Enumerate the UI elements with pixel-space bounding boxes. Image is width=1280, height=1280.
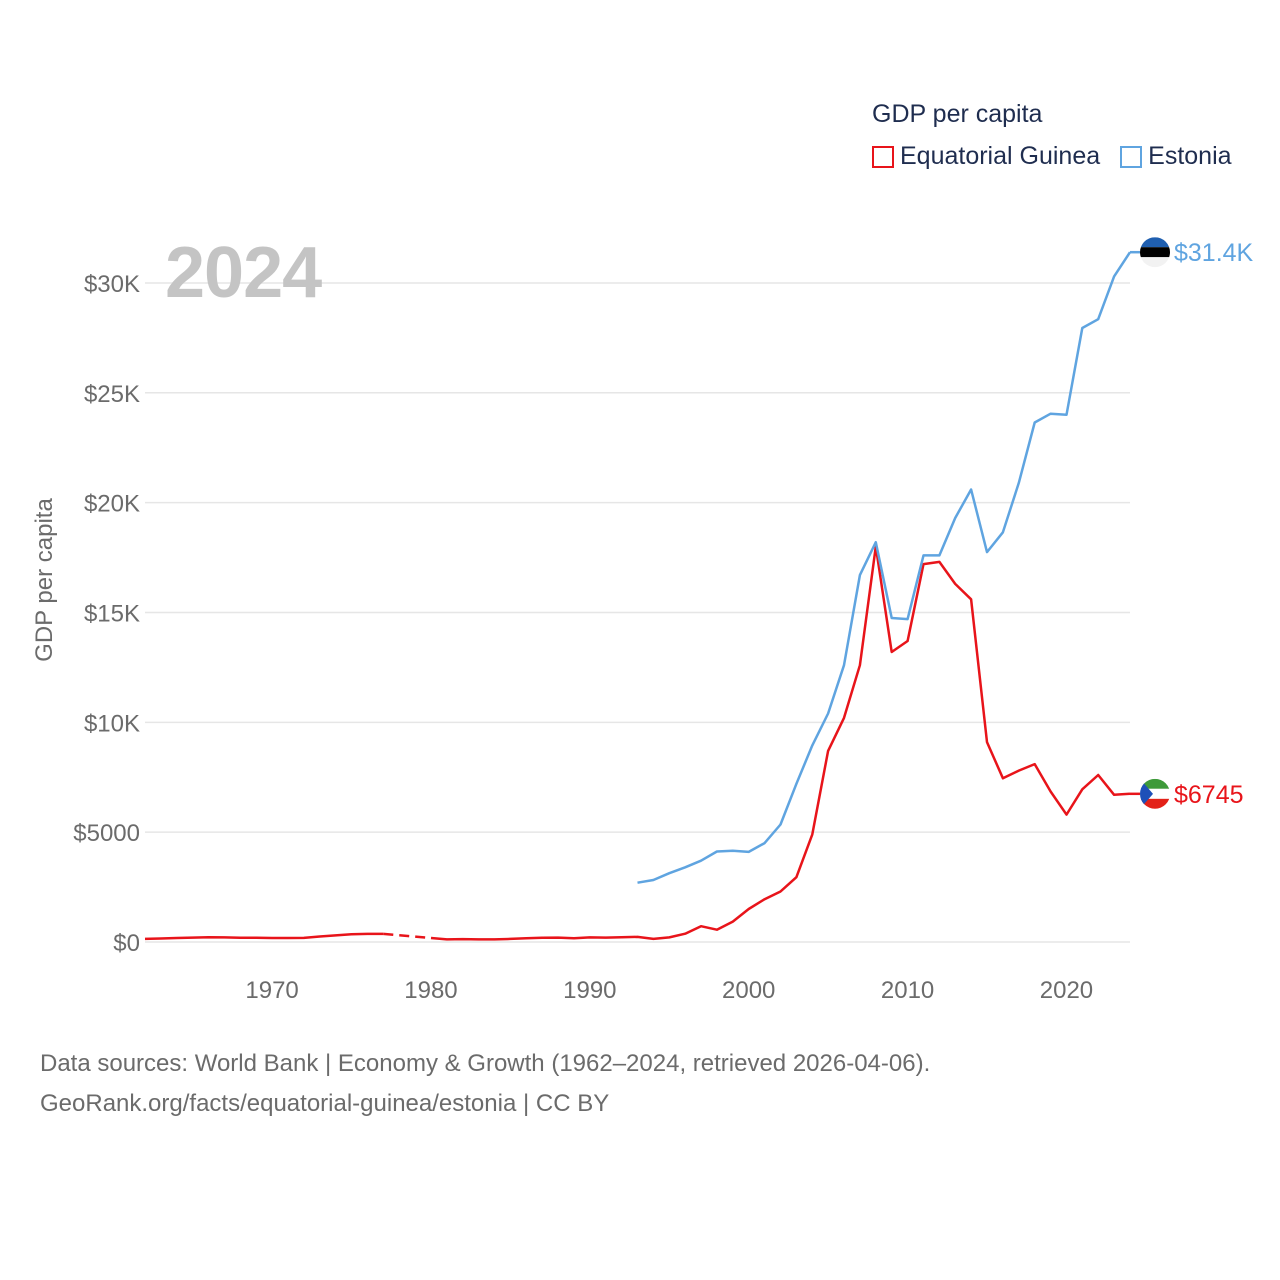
- y-tick-label: $10K: [84, 710, 140, 737]
- flag-stripe-white: [1140, 788, 1170, 799]
- flag-stripe-red: [1140, 798, 1170, 809]
- end-label-estonia: $31.4K: [1174, 239, 1254, 267]
- x-tick-label: 2010: [881, 977, 934, 1004]
- flag-stripe-black: [1140, 247, 1170, 258]
- legend-item-estonia[interactable]: Estonia: [1120, 142, 1232, 171]
- legend: Equatorial Guinea Estonia: [872, 142, 1252, 171]
- series-gap-equatorial-guinea: [383, 932, 432, 940]
- sources-line-1: Data sources: World Bank | Economy & Gro…: [40, 1050, 931, 1077]
- y-axis-label: GDP per capita: [31, 498, 58, 662]
- y-tick-label: $0: [113, 930, 140, 957]
- legend-item-equatorial-guinea[interactable]: Equatorial Guinea: [872, 142, 1100, 171]
- x-tick-label: 2000: [722, 977, 775, 1004]
- legend-swatch-equatorial-guinea: [872, 145, 894, 168]
- flag-triangle: [1140, 778, 1153, 809]
- sources-line-2[interactable]: GeoRank.org/facts/equatorial-guinea/esto…: [40, 1090, 610, 1117]
- x-tick-label: 2020: [1040, 977, 1093, 1004]
- end-markers: $6745 $31.4K: [1130, 237, 1254, 809]
- series-line-equatorial-guinea: [430, 545, 1131, 941]
- y-tick-label: $25K: [84, 381, 140, 408]
- flag-stripe-green: [1140, 778, 1170, 789]
- flag-stripe-white: [1140, 257, 1170, 268]
- legend-swatch-estonia: [1120, 145, 1143, 168]
- series-line-equatorial-guinea: [144, 932, 384, 941]
- data-sources: Data sources: World Bank | Economy & Gro…: [40, 1044, 930, 1124]
- series-lines: [144, 251, 1132, 941]
- flag-stripe-blue: [1140, 237, 1170, 248]
- y-tick-label: $5000: [73, 820, 140, 847]
- series-line-estonia: [637, 251, 1132, 884]
- y-tick-label: $20K: [84, 491, 140, 518]
- legend-title: GDP per capita: [872, 100, 1043, 128]
- y-tick-label: $15K: [84, 600, 140, 627]
- y-tick-label: $30K: [84, 271, 140, 298]
- gridlines: [145, 282, 1130, 943]
- y-axis-ticks: $0 $5000 $10K $15K $20K $25K $30K: [73, 271, 140, 957]
- legend-label-equatorial-guinea: Equatorial Guinea: [900, 142, 1101, 170]
- flag-estonia-icon: [1140, 237, 1170, 268]
- x-tick-label: 1970: [245, 977, 298, 1004]
- x-tick-label: 1980: [404, 977, 457, 1004]
- flag-equatorial-guinea-icon: [1140, 778, 1170, 809]
- x-axis-ticks: 1970 1980 1990 2000 2010 2020: [245, 977, 1093, 1004]
- end-label-equatorial-guinea: $6745: [1174, 781, 1244, 809]
- legend-label-estonia: Estonia: [1148, 142, 1232, 170]
- x-tick-label: 1990: [563, 977, 616, 1004]
- year-label: 2024: [165, 233, 322, 313]
